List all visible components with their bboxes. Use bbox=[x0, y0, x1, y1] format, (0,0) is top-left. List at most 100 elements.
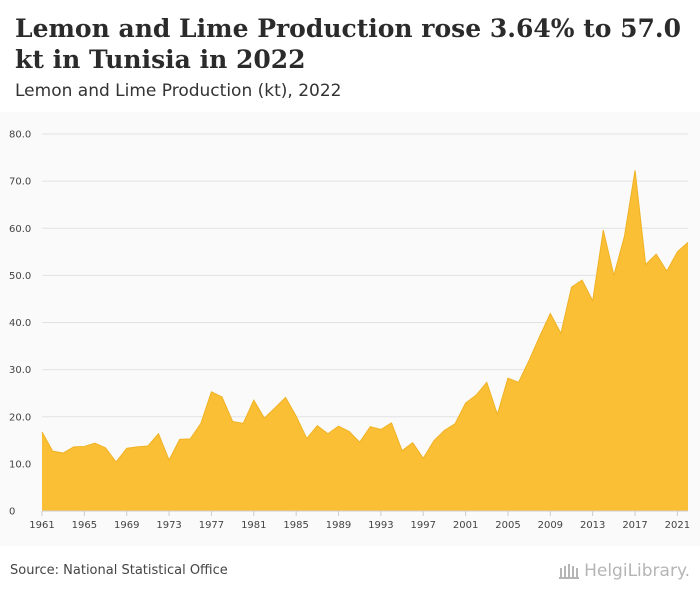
chart-title: Lemon and Lime Production rose 3.64% to … bbox=[15, 14, 682, 74]
data-point[interactable] bbox=[104, 446, 108, 450]
y-tick-label: 0 bbox=[9, 507, 15, 518]
x-tick-label: 1977 bbox=[199, 520, 224, 531]
x-tick-label: 1993 bbox=[368, 520, 393, 531]
data-point[interactable] bbox=[474, 393, 478, 397]
data-point[interactable] bbox=[485, 380, 489, 384]
y-tick-label: 10.0 bbox=[9, 459, 31, 470]
data-point[interactable] bbox=[538, 334, 542, 338]
data-point[interactable] bbox=[209, 390, 213, 394]
x-tick-label: 2001 bbox=[453, 520, 478, 531]
data-point[interactable] bbox=[432, 439, 436, 443]
chart-header: Lemon and Lime Production rose 3.64% to … bbox=[0, 0, 700, 112]
data-point[interactable] bbox=[601, 228, 605, 232]
data-point[interactable] bbox=[675, 250, 679, 254]
x-tick-label: 1997 bbox=[411, 520, 436, 531]
data-point[interactable] bbox=[464, 401, 468, 405]
x-tick-label: 1973 bbox=[156, 520, 181, 531]
x-tick-label: 1989 bbox=[326, 520, 351, 531]
data-point[interactable] bbox=[167, 458, 171, 462]
data-point[interactable] bbox=[273, 406, 277, 410]
data-point[interactable] bbox=[146, 444, 150, 448]
x-tick-label: 2017 bbox=[622, 520, 647, 531]
data-point[interactable] bbox=[548, 312, 552, 316]
data-point[interactable] bbox=[156, 432, 160, 436]
data-point[interactable] bbox=[178, 437, 182, 441]
data-point[interactable] bbox=[337, 424, 341, 428]
data-point[interactable] bbox=[284, 395, 288, 399]
data-point[interactable] bbox=[506, 376, 510, 380]
y-tick-label: 30.0 bbox=[9, 365, 31, 376]
brand-logo[interactable]: HelgiLibrary. bbox=[558, 559, 690, 583]
data-point[interactable] bbox=[82, 444, 86, 448]
data-point[interactable] bbox=[326, 432, 330, 436]
data-point[interactable] bbox=[580, 278, 584, 282]
data-point[interactable] bbox=[188, 437, 192, 441]
data-point[interactable] bbox=[654, 252, 658, 256]
y-tick-label: 60.0 bbox=[9, 224, 31, 235]
x-tick-label: 1961 bbox=[29, 520, 54, 531]
data-point[interactable] bbox=[93, 441, 97, 445]
data-point[interactable] bbox=[421, 456, 425, 460]
data-point[interactable] bbox=[612, 273, 616, 277]
data-point[interactable] bbox=[527, 358, 531, 362]
data-point[interactable] bbox=[559, 331, 563, 335]
area-fill bbox=[42, 170, 688, 511]
y-tick-label: 80.0 bbox=[9, 130, 31, 141]
area-line bbox=[41, 170, 689, 463]
data-point[interactable] bbox=[368, 425, 372, 429]
brand-name: HelgiLibrary. bbox=[584, 561, 690, 581]
data-point[interactable] bbox=[51, 449, 55, 453]
data-point[interactable] bbox=[686, 240, 690, 244]
data-point[interactable] bbox=[442, 428, 446, 432]
grid-lines bbox=[42, 133, 688, 465]
data-point[interactable] bbox=[495, 412, 499, 416]
x-tick-label: 1985 bbox=[283, 520, 308, 531]
data-point[interactable] bbox=[231, 419, 235, 423]
data-point[interactable] bbox=[72, 445, 76, 449]
data-point[interactable] bbox=[347, 429, 351, 433]
data-point[interactable] bbox=[220, 395, 224, 399]
y-tick-label: 50.0 bbox=[9, 271, 31, 282]
x-tick-label: 1965 bbox=[72, 520, 97, 531]
x-tick-label: 2009 bbox=[538, 520, 563, 531]
data-point[interactable] bbox=[315, 424, 319, 428]
chart-area: 0 10.0 20.0 30.0 40.0 50.0 60.0 70.0 80.0 1961 196… bbox=[0, 112, 700, 546]
x-tick-label: 1969 bbox=[114, 520, 139, 531]
data-point[interactable] bbox=[379, 427, 383, 431]
x-tick-label: 2021 bbox=[665, 520, 690, 531]
data-point[interactable] bbox=[517, 380, 521, 384]
axes: 0 10.0 20.0 30.0 40.0 50.0 60.0 70.0 80.0 1961 196… bbox=[9, 130, 690, 532]
data-point[interactable] bbox=[633, 168, 637, 172]
data-point[interactable] bbox=[252, 398, 256, 402]
data-point[interactable] bbox=[114, 460, 118, 464]
data-point[interactable] bbox=[61, 451, 65, 455]
x-tick-label: 2013 bbox=[580, 520, 605, 531]
data-point[interactable] bbox=[294, 414, 298, 418]
data-point[interactable] bbox=[262, 416, 266, 420]
source-note: Source: National Statistical Office bbox=[10, 563, 228, 578]
data-point[interactable] bbox=[570, 285, 574, 289]
data-point[interactable] bbox=[199, 421, 203, 425]
y-tick-label: 20.0 bbox=[9, 412, 31, 423]
data-point[interactable] bbox=[665, 269, 669, 273]
chart-subtitle: Lemon and Lime Production (kt), 2022 bbox=[15, 81, 342, 101]
data-series bbox=[40, 168, 690, 511]
data-point[interactable] bbox=[135, 445, 139, 449]
data-point[interactable] bbox=[400, 449, 404, 453]
data-point[interactable] bbox=[622, 234, 626, 238]
y-tick-label: 40.0 bbox=[9, 318, 31, 329]
data-point[interactable] bbox=[125, 446, 129, 450]
data-point[interactable] bbox=[453, 422, 457, 426]
data-point[interactable] bbox=[358, 440, 362, 444]
data-point[interactable] bbox=[591, 299, 595, 303]
data-point[interactable] bbox=[411, 441, 415, 445]
library-building-icon bbox=[559, 564, 580, 579]
x-tick-label: 1981 bbox=[241, 520, 266, 531]
production-area-chart: 0 10.0 20.0 30.0 40.0 50.0 60.0 70.0 80.0 1961 196… bbox=[9, 130, 690, 532]
data-point[interactable] bbox=[40, 430, 44, 434]
data-point[interactable] bbox=[389, 421, 393, 425]
data-point[interactable] bbox=[241, 421, 245, 425]
data-point[interactable] bbox=[644, 263, 648, 267]
data-point[interactable] bbox=[305, 436, 309, 440]
chart-footer: Source: National Statistical Office Helg… bbox=[0, 546, 700, 596]
